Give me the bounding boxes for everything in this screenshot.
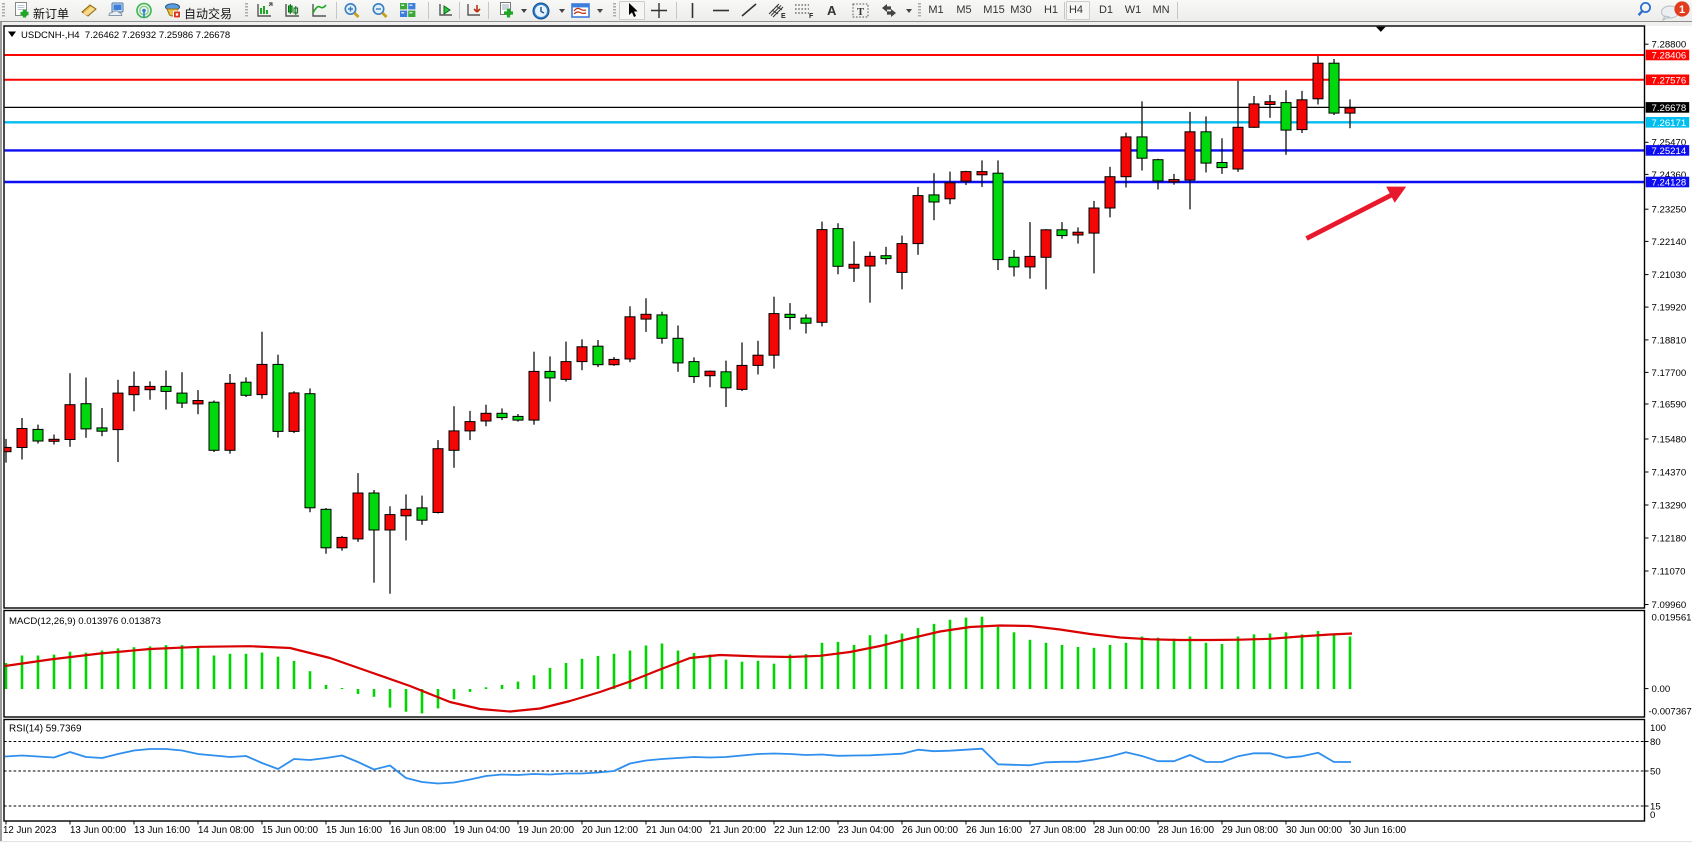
svg-text:21 Jun 04:00: 21 Jun 04:00 [646,825,703,836]
svg-text:19 Jun 20:00: 19 Jun 20:00 [518,825,575,836]
svg-text:1: 1 [1679,4,1685,16]
svg-text:7.22140: 7.22140 [1652,237,1687,248]
svg-text:7.27576: 7.27576 [1652,75,1687,86]
svg-text:7.21030: 7.21030 [1652,270,1687,281]
svg-text:7.24360: 7.24360 [1652,170,1687,181]
svg-text:0.019561: 0.019561 [1652,613,1692,624]
svg-text:7.28406: 7.28406 [1652,51,1687,62]
svg-text:100: 100 [1650,723,1666,734]
svg-text:T: T [857,7,864,18]
svg-text:16 Jun 08:00: 16 Jun 08:00 [390,825,447,836]
svg-text:USDCNH-,H4 7.26462 7.26932 7.: USDCNH-,H4 7.26462 7.26932 7.25986 7.266… [21,30,230,41]
svg-text:28 Jun 00:00: 28 Jun 00:00 [1094,825,1151,836]
svg-text:7.18810: 7.18810 [1652,335,1687,346]
svg-text:20 Jun 12:00: 20 Jun 12:00 [582,825,639,836]
svg-text:-0.007367: -0.007367 [1649,706,1692,717]
svg-text:7.23250: 7.23250 [1652,205,1687,216]
svg-text:7.26171: 7.26171 [1652,118,1687,129]
svg-text:MACD(12,26,9) 0.013976 0.01387: MACD(12,26,9) 0.013976 0.013873 [9,616,161,627]
svg-text:29 Jun 08:00: 29 Jun 08:00 [1222,825,1279,836]
svg-text:23 Jun 04:00: 23 Jun 04:00 [838,825,895,836]
svg-text:RSI(14) 59.7369: RSI(14) 59.7369 [9,724,82,735]
svg-text:7.15480: 7.15480 [1652,434,1687,445]
svg-text:7.17700: 7.17700 [1652,368,1687,379]
svg-text:14 Jun 08:00: 14 Jun 08:00 [198,825,255,836]
svg-text:0.00: 0.00 [1652,684,1671,695]
svg-text:7.28800: 7.28800 [1652,40,1687,51]
svg-text:7.14370: 7.14370 [1652,467,1687,478]
svg-text:80: 80 [1650,737,1661,748]
svg-text:19 Jun 04:00: 19 Jun 04:00 [454,825,511,836]
svg-text:7.26678: 7.26678 [1652,103,1687,114]
svg-text:7.19920: 7.19920 [1652,303,1687,314]
svg-text:0: 0 [1650,810,1655,821]
svg-text:7.12180: 7.12180 [1652,533,1687,544]
svg-text:7.16590: 7.16590 [1652,399,1687,410]
svg-text:30 Jun 16:00: 30 Jun 16:00 [1350,825,1407,836]
svg-text:21 Jun 20:00: 21 Jun 20:00 [710,825,767,836]
svg-text:26 Jun 00:00: 26 Jun 00:00 [902,825,959,836]
svg-text:28 Jun 16:00: 28 Jun 16:00 [1158,825,1215,836]
svg-text:13 Jun 00:00: 13 Jun 00:00 [70,825,127,836]
svg-text:15: 15 [1650,801,1661,812]
svg-text:7.25470: 7.25470 [1652,138,1687,149]
svg-text:7.09960: 7.09960 [1652,600,1687,611]
svg-text:F: F [809,13,814,20]
svg-text:26 Jun 16:00: 26 Jun 16:00 [966,825,1023,836]
svg-text:50: 50 [1650,766,1661,777]
svg-text:12 Jun 2023: 12 Jun 2023 [3,825,56,836]
svg-text:7.24128: 7.24128 [1652,178,1687,189]
svg-text:30 Jun 00:00: 30 Jun 00:00 [1286,825,1343,836]
svg-text:22 Jun 12:00: 22 Jun 12:00 [774,825,831,836]
svg-text:15 Jun 16:00: 15 Jun 16:00 [326,825,383,836]
svg-text:27 Jun 08:00: 27 Jun 08:00 [1030,825,1087,836]
svg-text:15 Jun 00:00: 15 Jun 00:00 [262,825,319,836]
svg-text:7.11070: 7.11070 [1652,566,1686,577]
svg-text:13 Jun 16:00: 13 Jun 16:00 [134,825,191,836]
svg-text:E: E [781,13,786,20]
svg-text:7.25214: 7.25214 [1652,146,1687,157]
svg-text:7.13290: 7.13290 [1652,500,1687,511]
